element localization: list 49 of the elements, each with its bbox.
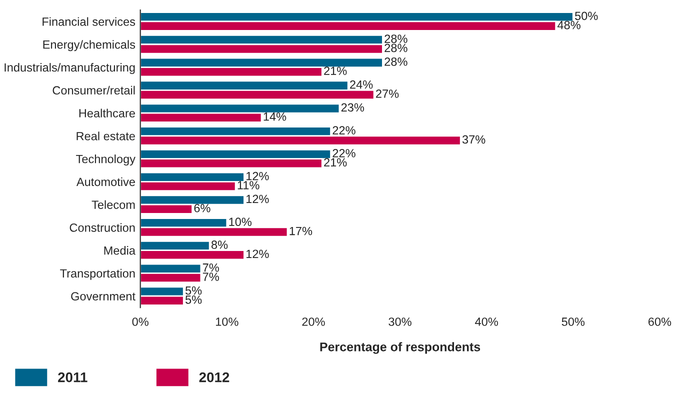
y-tick-label: Financial services [42, 17, 136, 26]
y-tick-label: Media [104, 246, 136, 255]
data-label: 21% [324, 158, 347, 166]
y-tick-label: Transportation [60, 268, 135, 280]
data-label: 22% [332, 126, 356, 134]
y-tick-label: Industrials/manufacturing [4, 62, 135, 74]
data-label: 12% [246, 194, 269, 204]
data-label: 28% [384, 44, 408, 52]
y-tick-label: Real estate [76, 132, 135, 140]
x-axis-title: Percentage of respondents [320, 342, 480, 354]
x-tick-label: 20% [302, 318, 325, 326]
y-tick-label: Energy/chemicals [43, 40, 136, 52]
x-tick-label: 10% [216, 318, 238, 326]
legend-label: 2011 [58, 372, 88, 382]
data-label: 21% [324, 66, 347, 75]
x-tick-label: 50% [562, 318, 585, 326]
x-tick-label: 0% [132, 318, 148, 326]
y-tick-label: Telecom [92, 200, 135, 209]
data-label: 37% [462, 135, 486, 144]
x-tick-label: 40% [475, 318, 498, 326]
data-label: 12% [246, 250, 269, 258]
x-tick-label: 30% [388, 318, 412, 326]
data-label: 5% [185, 286, 202, 295]
y-tick-label: Technology [76, 154, 136, 166]
data-label: 6% [194, 204, 210, 212]
x-tick-label: 60% [648, 318, 672, 326]
y-tick-label: Consumer/retail [52, 86, 135, 95]
data-label: 7% [202, 263, 219, 272]
data-label: 17% [290, 226, 312, 236]
data-label: 28% [384, 57, 408, 66]
y-tick-label: Healthcare [79, 108, 135, 118]
y-tick-label: Automotive [76, 177, 135, 186]
data-label: 12% [246, 172, 269, 180]
y-tick-label: Government [71, 292, 136, 300]
data-label: 5% [185, 296, 202, 304]
data-label: 24% [350, 80, 373, 89]
data-label: 10% [229, 218, 252, 226]
legend-label: 2012 [199, 372, 230, 382]
data-label: 27% [376, 90, 399, 98]
data-label: 48% [557, 20, 580, 30]
data-label: 50% [574, 12, 598, 20]
data-label: 11% [238, 181, 260, 190]
data-label: 8% [211, 240, 228, 249]
data-label: 22% [332, 149, 356, 158]
y-tick-label: Construction [70, 223, 135, 232]
data-label: 7% [202, 272, 219, 281]
data-label: 14% [264, 112, 286, 121]
data-label: 28% [384, 34, 408, 43]
data-label: 23% [341, 103, 364, 112]
